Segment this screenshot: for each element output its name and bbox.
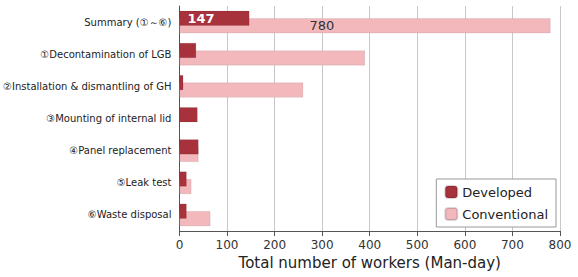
svg-text:②Installation & dismantling of: ②Installation & dismantling of GH (3, 81, 171, 92)
svg-text:Summary (①～⑥): Summary (①～⑥) (84, 17, 171, 28)
svg-text:①Decontamination of LGB: ①Decontamination of LGB (40, 49, 171, 60)
svg-text:300: 300 (311, 238, 334, 252)
svg-text:③Mounting of internal lid: ③Mounting of internal lid (46, 113, 171, 124)
svg-text:600: 600 (453, 238, 476, 252)
svg-text:0: 0 (176, 238, 184, 252)
svg-text:④Panel replacement: ④Panel replacement (69, 145, 171, 156)
svg-text:⑤Leak test: ⑤Leak test (117, 177, 172, 188)
svg-text:Conventional: Conventional (462, 207, 548, 222)
svg-text:100: 100 (216, 238, 239, 252)
svg-text:200: 200 (263, 238, 286, 252)
svg-text:Developed: Developed (462, 185, 532, 200)
svg-text:⑥Waste disposal: ⑥Waste disposal (88, 209, 172, 220)
svg-text:700: 700 (501, 238, 524, 252)
svg-text:500: 500 (406, 238, 429, 252)
svg-text:147: 147 (187, 11, 214, 26)
svg-text:780: 780 (309, 18, 334, 33)
svg-text:400: 400 (358, 238, 381, 252)
svg-text:800: 800 (549, 238, 572, 252)
svg-text:Total number of workers (Man-d: Total number of workers (Man-day) (238, 254, 501, 272)
